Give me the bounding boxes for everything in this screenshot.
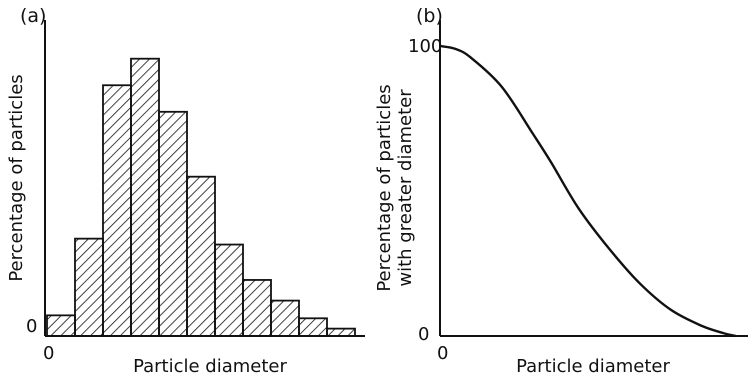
panel-b-x-tick-0: 0 <box>437 343 448 364</box>
histogram-bar <box>186 175 216 337</box>
panel-a-x-axis-title: Particle diameter <box>133 356 287 376</box>
panel-b-y-axis-title-line1: Percentage of particles <box>374 84 395 291</box>
histogram-bar <box>214 243 244 337</box>
panel-b-curve <box>439 44 736 338</box>
panel-a-bars <box>46 57 356 337</box>
histogram-bar <box>130 57 160 337</box>
panel-b-label: (b) <box>416 5 443 27</box>
panel-a-x-tick-0: 0 <box>43 343 54 364</box>
panel-b-y-tick-100: 100 <box>408 36 442 57</box>
panel-a: (a) 0 0 Particle diameter Percentage of … <box>6 5 365 376</box>
histogram-bar <box>102 84 132 337</box>
panel-a-label: (a) <box>20 5 46 27</box>
panel-a-y-axis-title: Percentage of particles <box>6 74 27 281</box>
panel-a-y-tick-0: 0 <box>26 316 37 337</box>
histogram-bar <box>270 299 300 337</box>
panel-b-x-axis-title: Particle diameter <box>516 356 670 376</box>
histogram-bar <box>46 314 76 337</box>
histogram-bar <box>158 110 188 337</box>
histogram-bar <box>74 237 104 337</box>
histogram-bar <box>298 317 328 337</box>
panel-b-y-axis-title-line2: with greater diameter <box>395 89 416 287</box>
panel-b-y-tick-0: 0 <box>418 324 429 345</box>
histogram-bar <box>242 279 272 337</box>
histogram-bar <box>326 327 356 337</box>
panel-b: (b) 100 0 0 Particle diameter Percentage… <box>374 5 748 376</box>
